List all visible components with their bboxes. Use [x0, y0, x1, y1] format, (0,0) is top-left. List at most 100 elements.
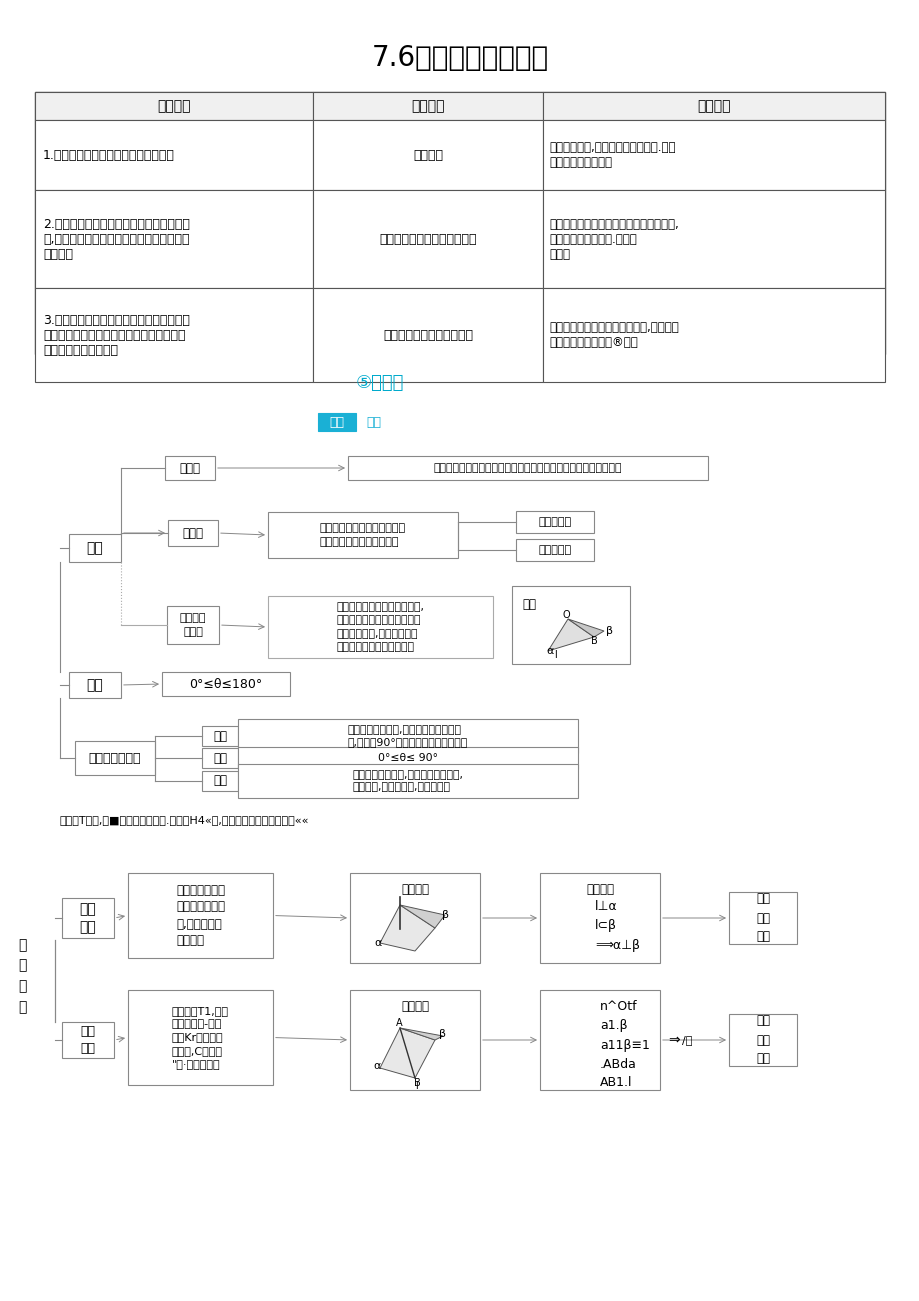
- FancyBboxPatch shape: [539, 990, 659, 1090]
- Text: l: l: [415, 1081, 418, 1092]
- Text: 从一条直线出发的两个半平面
所组成的图形，叫作二面角: 从一条直线出发的两个半平面 所组成的图形，叫作二面角: [320, 523, 405, 546]
- FancyBboxPatch shape: [728, 892, 796, 945]
- Text: 面
面
垂
直: 面 面 垂 直: [17, 938, 26, 1013]
- FancyBboxPatch shape: [128, 873, 273, 958]
- FancyBboxPatch shape: [347, 455, 708, 480]
- FancyBboxPatch shape: [542, 92, 884, 120]
- Text: ⇒: ⇒: [667, 1033, 679, 1047]
- Text: 求二面角: 求二面角: [413, 148, 443, 161]
- Text: 2.以立体几何中的定义、公理和定理为出发
点,认识和理解平面与平面垂直的判定定理和
性质定理: 2.以立体几何中的定义、公理和定理为出发 点,认识和理解平面与平面垂直的判定定理…: [43, 217, 189, 260]
- Polygon shape: [400, 905, 445, 928]
- FancyBboxPatch shape: [35, 190, 312, 288]
- Text: 图形: 图形: [521, 598, 536, 611]
- Text: 精细考点: 精细考点: [411, 99, 444, 113]
- Text: ⑤构植电: ⑤构植电: [356, 373, 403, 392]
- FancyBboxPatch shape: [202, 726, 238, 745]
- Text: 读标要求: 读标要求: [157, 99, 190, 113]
- FancyBboxPatch shape: [728, 1013, 796, 1066]
- FancyBboxPatch shape: [238, 747, 577, 769]
- Text: O: O: [562, 610, 569, 621]
- Polygon shape: [380, 905, 435, 951]
- Polygon shape: [380, 1028, 435, 1079]
- Text: /印: /印: [681, 1036, 692, 1045]
- Text: 符号语言: 符号语言: [585, 883, 613, 896]
- Text: 图形语言: 图形语言: [401, 1000, 428, 1013]
- FancyBboxPatch shape: [512, 585, 630, 664]
- Text: β: β: [442, 909, 449, 920]
- Text: 网络: 网络: [366, 415, 380, 428]
- Text: 平面与平面垂直的判定与性质: 平面与平面垂直的判定与性质: [379, 233, 476, 246]
- FancyBboxPatch shape: [162, 673, 289, 696]
- FancyBboxPatch shape: [312, 288, 542, 382]
- Text: 通过平面与平面垂直的判定与性质的应用,
培养学生的逻辑推理.直观想
象素养: 通过平面与平面垂直的判定与性质的应用, 培养学生的逻辑推理.直观想 象素养: [549, 217, 678, 260]
- Text: 同求二靤角的方法,求出的角在范围内,
即为所求,不在范围内,则为其补角: 同求二靤角的方法,求出的角在范围内, 即为所求,不在范围内,则为其补角: [352, 770, 463, 792]
- FancyBboxPatch shape: [35, 288, 312, 382]
- Text: α: α: [545, 647, 552, 656]
- Text: 如果两个平面相交,在相交所成的四个角
中,不大于90°的角叫作两个平面的夹角: 如果两个平面相交,在相交所成的四个角 中,不大于90°的角叫作两个平面的夹角: [347, 725, 468, 747]
- Text: α: α: [374, 938, 381, 948]
- FancyBboxPatch shape: [312, 120, 542, 190]
- FancyBboxPatch shape: [542, 190, 884, 288]
- Text: 判定
定理: 判定 定理: [80, 902, 96, 934]
- Text: 二面角: 二面角: [182, 527, 203, 540]
- Text: 3.能运用平面与平面垂直的判定定理、性质
定理和已经获得的培论证明一些空间图形中
的垂直关系的陆单命题: 3.能运用平面与平面垂直的判定定理、性质 定理和已经获得的培论证明一些空间图形中…: [43, 314, 189, 356]
- FancyBboxPatch shape: [75, 742, 154, 775]
- FancyBboxPatch shape: [62, 1023, 114, 1058]
- Text: A: A: [395, 1017, 402, 1028]
- Text: 半平面: 半平面: [179, 462, 200, 475]
- Text: 求法: 求法: [213, 774, 227, 787]
- FancyBboxPatch shape: [35, 120, 312, 190]
- Text: l⊥α
l⊂β
⟹α⊥β: l⊥α l⊂β ⟹α⊥β: [595, 900, 640, 951]
- Text: 1.理解二面角的概念和面面垂直的定义: 1.理解二面角的概念和面面垂直的定义: [43, 148, 175, 161]
- FancyBboxPatch shape: [318, 412, 356, 431]
- Text: 证明
线靤
垂直: 证明 线靤 垂直: [755, 1015, 769, 1066]
- Text: 二面角的棱: 二面角的棱: [538, 516, 571, 527]
- Text: n^Οtf
a1.β
a11β≡1
.ABda
AB1.l: n^Οtf a1.β a11β≡1 .ABda AB1.l: [599, 1000, 649, 1089]
- FancyBboxPatch shape: [35, 92, 312, 120]
- Text: β: β: [439, 1029, 446, 1039]
- FancyBboxPatch shape: [202, 771, 238, 791]
- Text: β: β: [606, 626, 612, 636]
- FancyBboxPatch shape: [349, 873, 480, 963]
- Text: 素养达成: 素养达成: [697, 99, 730, 113]
- Text: 知识: 知识: [329, 415, 344, 428]
- FancyBboxPatch shape: [69, 533, 121, 562]
- FancyBboxPatch shape: [516, 539, 594, 561]
- Text: 厂定义T般地,如■两个中制所成的.肌角是H4«角,惠久我总这个个平面互和««: 厂定义T般地,如■两个中制所成的.肌角是H4«角,惠久我总这个个平面互和««: [60, 814, 309, 825]
- FancyBboxPatch shape: [165, 455, 215, 480]
- FancyBboxPatch shape: [349, 990, 480, 1090]
- Text: 两个平面的夹角: 两个平面的夹角: [88, 752, 142, 765]
- FancyBboxPatch shape: [542, 288, 884, 382]
- Text: α: α: [373, 1062, 380, 1071]
- Text: 如果一个平面过
另一个平靤的垂
线,那么这两个
平靤垂直: 如果一个平面过 另一个平靤的垂 线,那么这两个 平靤垂直: [176, 883, 225, 947]
- FancyBboxPatch shape: [267, 596, 493, 658]
- FancyBboxPatch shape: [69, 673, 121, 699]
- FancyBboxPatch shape: [312, 92, 542, 120]
- Text: 定义: 定义: [86, 541, 103, 556]
- Text: B: B: [414, 1079, 420, 1088]
- Text: 通过求二面角,培养学生的遗筱推理.直混
想象、数学运算素养: 通过求二面角,培养学生的遗筱推理.直混 想象、数学运算素养: [549, 141, 675, 169]
- FancyBboxPatch shape: [542, 120, 884, 190]
- FancyBboxPatch shape: [128, 990, 273, 1085]
- FancyBboxPatch shape: [168, 520, 218, 546]
- FancyBboxPatch shape: [238, 719, 577, 753]
- Text: 二靤角的
平面角: 二靤角的 平面角: [179, 613, 206, 636]
- Text: 定义: 定义: [213, 730, 227, 743]
- Text: 图形语言: 图形语言: [401, 883, 428, 896]
- Text: 通过平行与垂直关系的综合应用,培界学生
的遗梯推理、直观理®素界: 通过平行与垂直关系的综合应用,培界学生 的遗梯推理、直观理®素界: [549, 321, 678, 349]
- Text: 7.6二面角与面面垂直: 7.6二面角与面面垂直: [371, 44, 548, 72]
- Text: l: l: [554, 650, 557, 660]
- FancyBboxPatch shape: [312, 190, 542, 288]
- Polygon shape: [567, 619, 604, 637]
- Text: 两个平靤T1,如果
介平靤内有-条鱼
线率Kr这科个平
靤的绅,C么这条
"城·个平靤唯在: 两个平靤T1,如果 介平靤内有-条鱼 线率Kr这科个平 靤的绅,C么这条 "城·…: [172, 1006, 229, 1069]
- Text: 0°≤θ≤180°: 0°≤θ≤180°: [189, 678, 262, 691]
- Polygon shape: [548, 619, 594, 650]
- Text: 以二靤角的棱上任一点为端点,
在两个半平面内分别作垂直于
棱的两条射线,这两条射线所
成的角叫作二靤角的平面角: 以二靤角的棱上任一点为端点, 在两个半平面内分别作垂直于 棱的两条射线,这两条射…: [336, 602, 424, 652]
- FancyBboxPatch shape: [35, 92, 884, 354]
- FancyBboxPatch shape: [62, 898, 114, 938]
- Text: 证明
面靤
垂直: 证明 面靤 垂直: [755, 892, 769, 943]
- Text: 平行、垂直关系的综合运用: 平行、垂直关系的综合运用: [382, 328, 472, 341]
- Text: 范围: 范围: [86, 678, 103, 692]
- Text: B: B: [590, 636, 596, 647]
- Text: 平面内的一条直线把平面分成两部分，其中的每一部分都叫半平面: 平面内的一条直线把平面分成两部分，其中的每一部分都叫半平面: [433, 463, 621, 474]
